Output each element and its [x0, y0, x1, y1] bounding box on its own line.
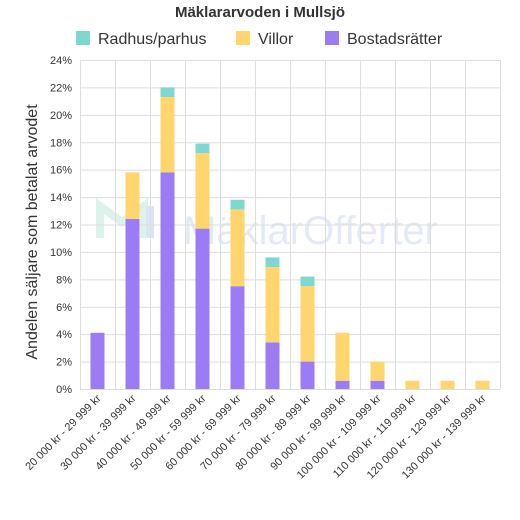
bar-segment	[125, 219, 140, 389]
bar-segment	[265, 266, 280, 343]
y-tick-label: 22%	[50, 82, 72, 94]
bar-segment	[300, 361, 315, 389]
bar-segment	[440, 380, 455, 389]
legend-label: Radhus/parhus	[98, 31, 207, 48]
watermark-logo-icon	[96, 198, 154, 238]
bar-segment	[160, 172, 175, 389]
y-axis-title: Andelen säljare som betalat arvodet	[24, 104, 41, 360]
y-tick-label: 14%	[50, 192, 72, 204]
bar-segment	[370, 361, 385, 381]
y-tick-label: 12%	[50, 220, 72, 232]
bar-segment	[475, 380, 490, 389]
y-tick-label: 16%	[50, 165, 72, 177]
bar-segment	[405, 380, 420, 389]
y-tick-label: 24%	[50, 55, 72, 67]
bars	[90, 87, 490, 389]
bar-segment	[300, 276, 315, 287]
legend-swatch	[76, 31, 90, 45]
y-axis-ticks: 0% 2% 4% 6% 8% 10% 12% 14% 16% 18% 20% 22% 24%	[50, 55, 72, 396]
y-tick-label: 0%	[56, 384, 72, 396]
bar-segment	[265, 257, 280, 267]
bar-segment	[230, 199, 245, 210]
y-tick-label: 10%	[50, 247, 72, 259]
bar-segment	[335, 380, 350, 389]
chart-title: Mäklararvoden i Mullsjö	[175, 4, 345, 21]
y-tick-label: 20%	[50, 110, 72, 122]
y-tick-label: 8%	[56, 274, 72, 286]
bar-segment	[125, 172, 140, 220]
bar-segment	[195, 153, 210, 229]
bar-segment	[265, 342, 280, 389]
watermark-text: MäklarOfferter	[183, 209, 438, 253]
y-tick-label: 2%	[56, 357, 72, 369]
legend-label: Bostadsrätter	[347, 31, 443, 48]
bar-segment	[230, 209, 245, 287]
bar-segment	[370, 380, 385, 389]
y-tick-label: 6%	[56, 302, 72, 314]
bar-segment	[230, 286, 245, 389]
bar-segment	[160, 97, 175, 173]
bar-segment	[160, 87, 175, 98]
y-tick-label: 18%	[50, 137, 72, 149]
legend-swatch	[236, 31, 250, 45]
bar-segment	[195, 228, 210, 389]
bar-segment	[300, 286, 315, 362]
bar-segment	[195, 143, 210, 154]
legend-swatch	[325, 31, 339, 45]
y-tick-label: 4%	[56, 329, 72, 341]
grid	[80, 60, 501, 390]
bar-segment	[90, 332, 105, 389]
legend: Radhus/parhus Villor Bostadsrätter	[76, 31, 443, 48]
legend-label: Villor	[258, 31, 294, 48]
bar-segment	[335, 332, 350, 381]
